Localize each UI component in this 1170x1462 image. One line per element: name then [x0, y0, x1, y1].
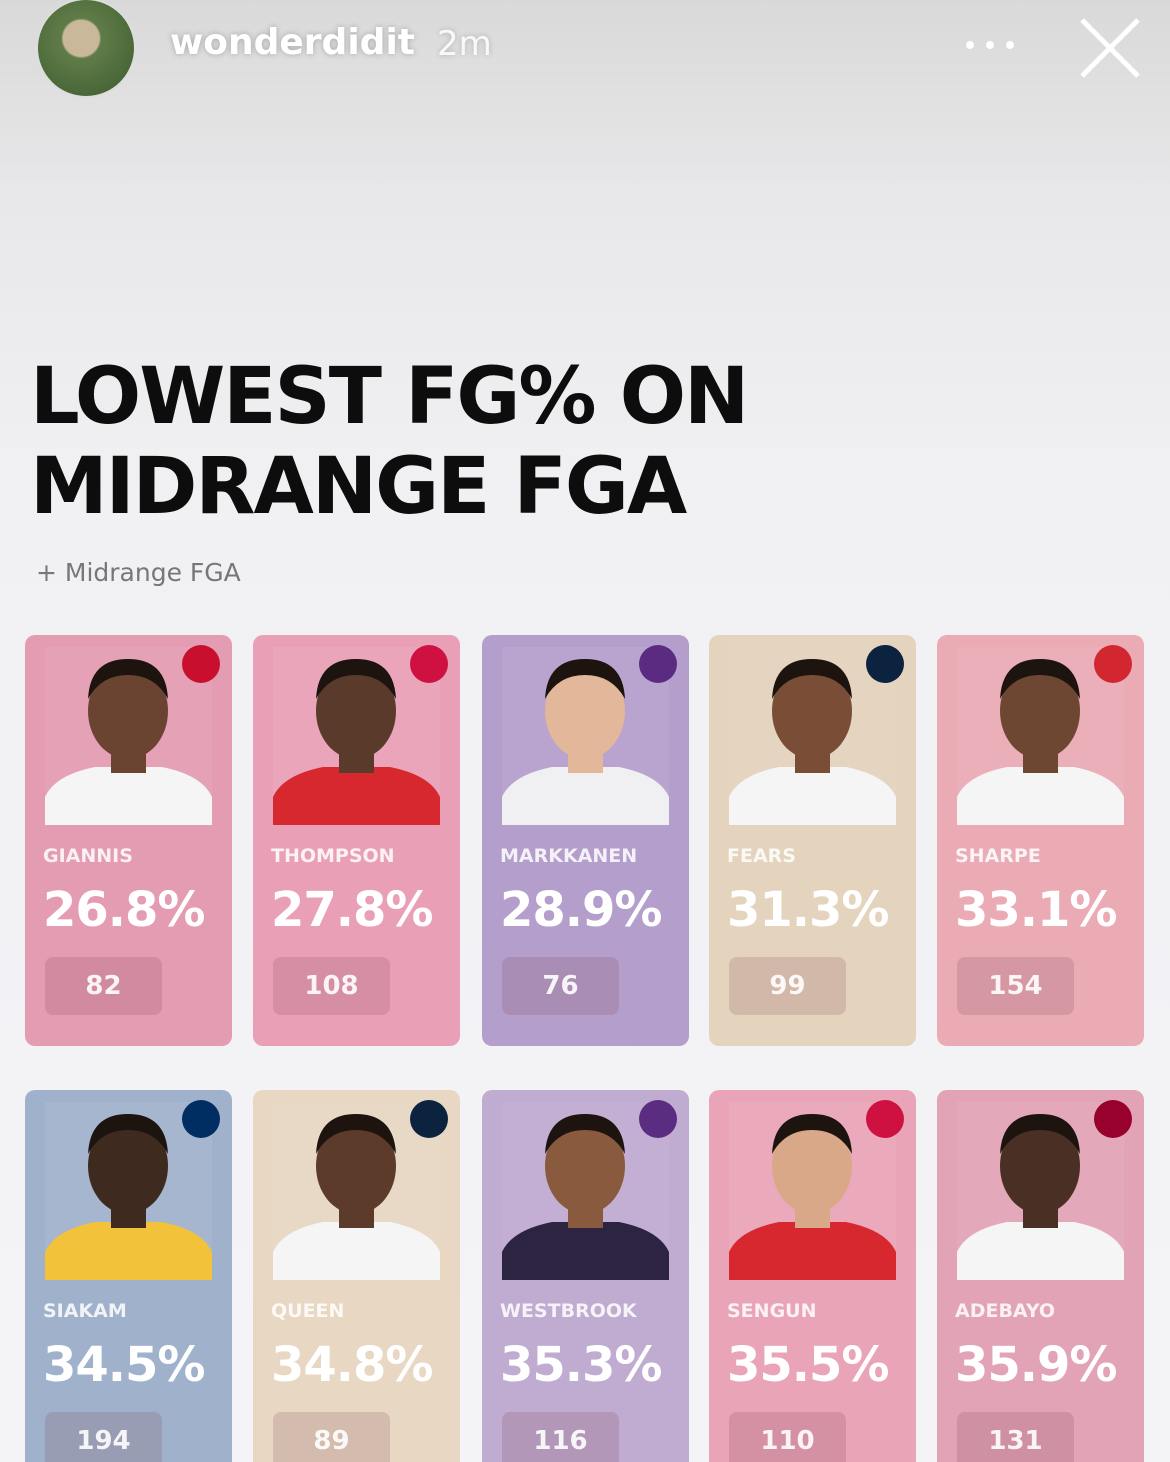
- player-card[interactable]: THOMPSON 27.8% 108: [253, 635, 460, 1046]
- team-logo: [1094, 1100, 1132, 1138]
- team-logo: [1094, 645, 1132, 683]
- player-photo: [273, 1102, 440, 1280]
- fg-percentage: 35.5%: [727, 1337, 890, 1393]
- player-name: SENGUN: [727, 1300, 817, 1322]
- fg-percentage: 27.8%: [271, 882, 434, 938]
- midrange-fga: 108: [273, 957, 390, 1015]
- player-photo: [729, 647, 896, 825]
- player-card[interactable]: WESTBROOK 35.3% 116: [482, 1090, 689, 1462]
- player-name: THOMPSON: [271, 845, 395, 867]
- player-name: WESTBROOK: [500, 1300, 637, 1322]
- team-logo: [410, 645, 448, 683]
- player-photo: [957, 647, 1124, 825]
- midrange-fga: 194: [45, 1412, 162, 1462]
- player-name: GIANNIS: [43, 845, 133, 867]
- player-name: MARKKANEN: [500, 845, 638, 867]
- player-card[interactable]: ADEBAYO 35.9% 131: [937, 1090, 1144, 1462]
- team-logo: [410, 1100, 448, 1138]
- team-logo: [182, 645, 220, 683]
- fg-percentage: 34.5%: [43, 1337, 206, 1393]
- player-card[interactable]: GIANNIS 26.8% 82: [25, 635, 232, 1046]
- fg-percentage: 26.8%: [43, 882, 206, 938]
- fg-percentage: 28.9%: [500, 882, 663, 938]
- player-card[interactable]: QUEEN 34.8% 89: [253, 1090, 460, 1462]
- player-photo: [273, 647, 440, 825]
- fg-percentage: 35.9%: [955, 1337, 1118, 1393]
- fg-percentage: 33.1%: [955, 882, 1118, 938]
- player-name: ADEBAYO: [955, 1300, 1056, 1322]
- more-button[interactable]: [960, 30, 1020, 60]
- midrange-fga: 154: [957, 957, 1074, 1015]
- midrange-fga: 110: [729, 1412, 846, 1462]
- player-name: QUEEN: [271, 1300, 345, 1322]
- player-photo: [502, 1102, 669, 1280]
- midrange-fga: 116: [502, 1412, 619, 1462]
- avatar[interactable]: [36, 0, 136, 98]
- player-photo: [45, 1102, 212, 1280]
- player-card[interactable]: SENGUN 35.5% 110: [709, 1090, 916, 1462]
- midrange-fga: 76: [502, 957, 619, 1015]
- player-name: FEARS: [727, 845, 796, 867]
- title-line: LOWEST FG% ON: [30, 352, 749, 442]
- player-name: SHARPE: [955, 845, 1041, 867]
- midrange-fga: 99: [729, 957, 846, 1015]
- fg-percentage: 35.3%: [500, 1337, 663, 1393]
- username[interactable]: wonderdidit: [170, 22, 415, 63]
- midrange-fga: 89: [273, 1412, 390, 1462]
- player-photo: [957, 1102, 1124, 1280]
- player-card[interactable]: SIAKAM 34.5% 194: [25, 1090, 232, 1462]
- fg-percentage: 31.3%: [727, 882, 890, 938]
- team-logo: [639, 1100, 677, 1138]
- midrange-fga: 82: [45, 957, 162, 1015]
- midrange-fga: 131: [957, 1412, 1074, 1462]
- player-card[interactable]: FEARS 31.3% 99: [709, 635, 916, 1046]
- player-card[interactable]: SHARPE 33.1% 154: [937, 635, 1144, 1046]
- player-photo: [502, 647, 669, 825]
- title-line: MIDRANGE FGA: [30, 442, 687, 532]
- subtitle: + Midrange FGA: [36, 558, 241, 587]
- fg-percentage: 34.8%: [271, 1337, 434, 1393]
- player-card[interactable]: MARKKANEN 28.9% 76: [482, 635, 689, 1046]
- team-logo: [866, 1100, 904, 1138]
- close-button[interactable]: [1078, 16, 1142, 80]
- team-logo: [639, 645, 677, 683]
- time: 2m: [437, 24, 492, 64]
- player-photo: [45, 647, 212, 825]
- team-logo: [866, 645, 904, 683]
- team-logo: [182, 1100, 220, 1138]
- player-name: SIAKAM: [43, 1300, 127, 1322]
- player-photo: [729, 1102, 896, 1280]
